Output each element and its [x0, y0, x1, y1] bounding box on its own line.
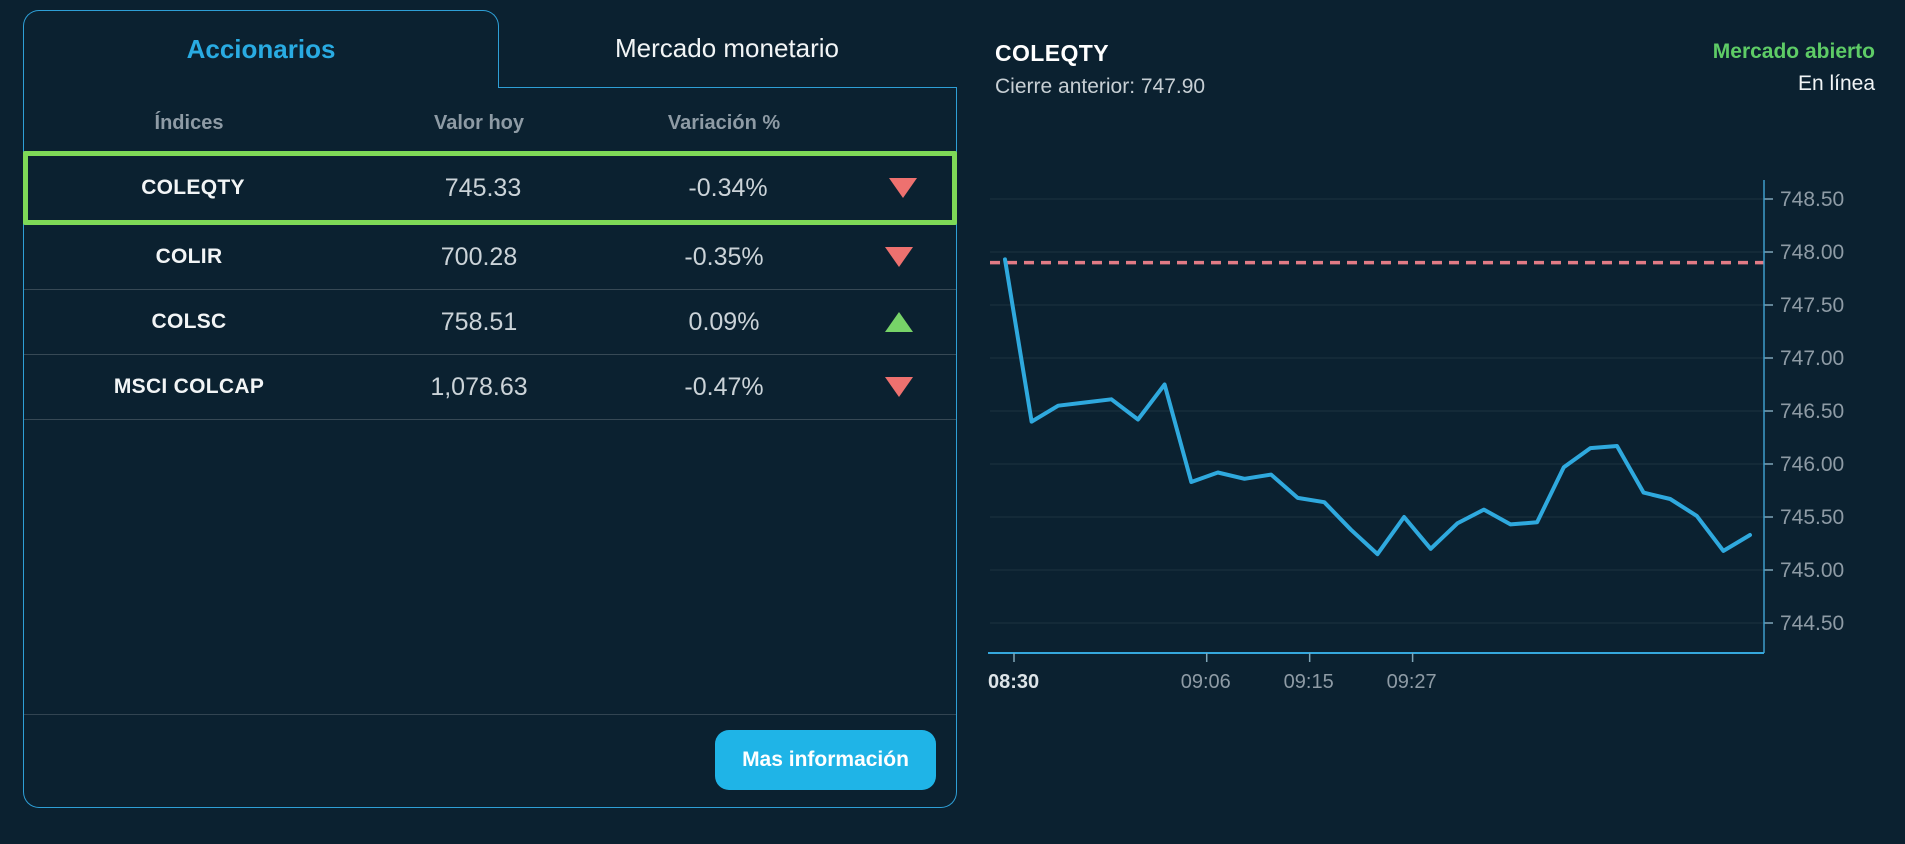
down-triangle-icon	[885, 247, 913, 267]
y-axis-label: 746.50	[1780, 400, 1844, 423]
y-axis-label: 748.00	[1780, 241, 1844, 264]
down-triangle-icon	[889, 178, 917, 198]
table-row-colsc[interactable]: COLSC 758.51 0.09%	[24, 290, 956, 355]
index-name: MSCI COLCAP	[113, 375, 265, 398]
connection-status: En línea	[1797, 72, 1875, 95]
tab-accionarios-label: Accionarios	[186, 34, 336, 64]
indices-table-header: Índices Valor hoy Variación %	[24, 97, 956, 149]
more-info-button[interactable]: Mas información	[715, 730, 936, 790]
x-axis-label: 09:06	[1181, 671, 1231, 693]
index-change: -0.35%	[684, 242, 764, 271]
y-axis-label: 748.50	[1780, 188, 1844, 211]
up-triangle-icon	[885, 312, 913, 332]
index-value: 700.28	[440, 242, 518, 271]
y-axis-label: 744.50	[1780, 612, 1844, 635]
index-change: -0.47%	[684, 372, 764, 401]
header-valor-hoy: Valor hoy	[433, 111, 525, 134]
price-chart[interactable]: 748.50 748.00 747.50 747.00 746.50 746.00 745.…	[980, 120, 1905, 720]
index-value: 745.33	[444, 173, 522, 202]
index-name: COLSC	[151, 310, 227, 333]
y-axis-label: 745.00	[1780, 559, 1844, 582]
index-change: 0.09%	[688, 307, 760, 336]
chart-symbol: COLEQTY	[995, 40, 1109, 66]
header-variacion: Variación %	[667, 111, 781, 134]
index-value: 1,078.63	[430, 372, 528, 401]
panel-top-border	[498, 87, 956, 88]
indices-table-rows: COLEQTY 745.33 -0.34% COLIR 700.28 -0.35…	[23, 151, 957, 420]
x-axis-label: 09:27	[1387, 671, 1437, 693]
tab-accionarios[interactable]: Accionarios	[23, 10, 499, 88]
header-indices: Índices	[154, 111, 224, 134]
previous-close-text: Cierre anterior: 747.90	[995, 75, 1206, 98]
index-value: 758.51	[440, 307, 518, 336]
y-axis-label: 747.50	[1780, 294, 1844, 317]
tab-mercado-monetario[interactable]: Mercado monetario	[497, 10, 957, 87]
index-name: COLEQTY	[141, 176, 245, 199]
chart-header: COLEQTY Cierre anterior: 747.90 Mercado …	[995, 40, 1875, 99]
y-axis-label: 747.00	[1780, 347, 1844, 370]
down-triangle-icon	[885, 377, 913, 397]
price-line	[1003, 257, 1752, 557]
price-chart-svg: 748.50 748.00 747.50 747.00 746.50 746.00 745.…	[988, 180, 1844, 693]
y-axis-label: 745.50	[1780, 506, 1844, 529]
x-axis-label: 09:15	[1284, 671, 1334, 693]
y-axis-label: 746.00	[1780, 453, 1844, 476]
tab-mercado-monetario-label: Mercado monetario	[615, 33, 839, 63]
table-row-colir[interactable]: COLIR 700.28 -0.35%	[24, 225, 956, 290]
x-axis-label: 08:30	[988, 671, 1039, 693]
table-row-msci-colcap[interactable]: MSCI COLCAP 1,078.63 -0.47%	[24, 355, 956, 420]
panel-footer-divider	[24, 714, 956, 715]
index-name: COLIR	[155, 245, 223, 268]
market-status-badge: Mercado abierto	[1712, 40, 1875, 63]
index-change: -0.34%	[688, 173, 768, 202]
table-row-coleqty[interactable]: COLEQTY 745.33 -0.34%	[23, 151, 957, 225]
indices-panel: Índices Valor hoy Variación % COLEQTY 74…	[23, 87, 957, 808]
